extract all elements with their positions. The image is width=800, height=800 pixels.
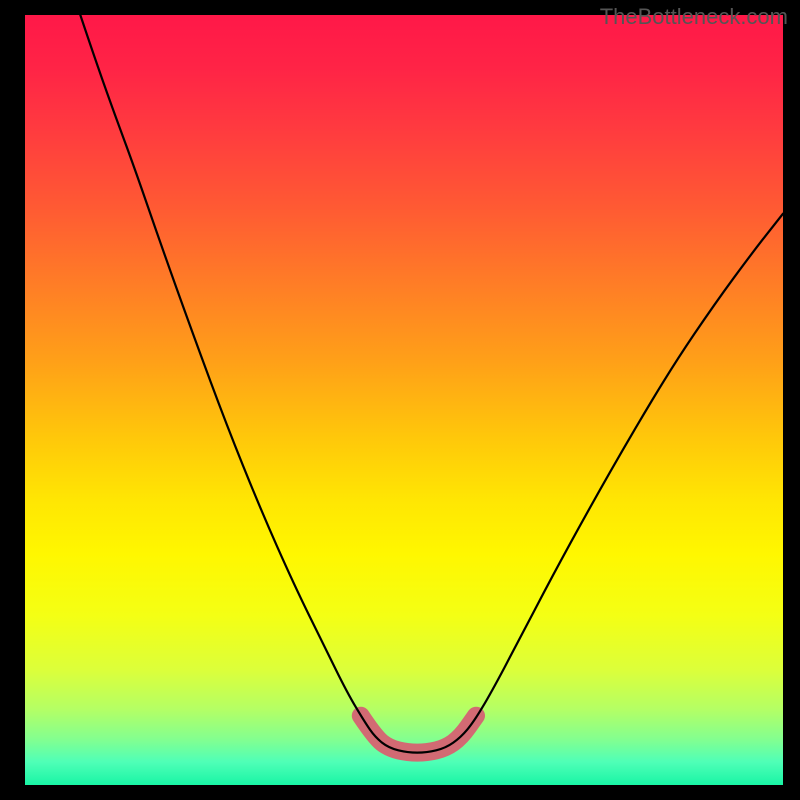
plot-area [25, 15, 783, 785]
watermark-text: TheBottleneck.com [600, 4, 788, 30]
trough-highlight [361, 716, 476, 753]
chart-frame [0, 0, 800, 800]
bottleneck-curve [80, 15, 783, 753]
curve-layer [25, 15, 783, 785]
